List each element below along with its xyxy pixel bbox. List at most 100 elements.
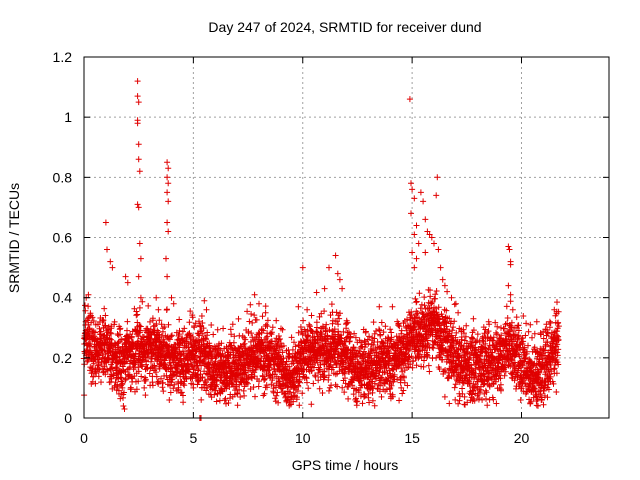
data-point bbox=[407, 361, 414, 368]
data-point bbox=[108, 330, 115, 337]
data-point bbox=[525, 328, 532, 335]
data-point bbox=[134, 311, 141, 318]
data-point bbox=[87, 312, 94, 319]
data-point bbox=[328, 301, 335, 308]
data-point bbox=[242, 336, 249, 343]
data-point bbox=[439, 356, 446, 363]
data-point bbox=[273, 317, 280, 324]
data-point bbox=[166, 336, 173, 343]
data-point bbox=[168, 333, 175, 340]
data-point bbox=[378, 393, 385, 400]
data-point bbox=[129, 378, 136, 385]
data-point bbox=[118, 336, 125, 343]
x-tick-label: 15 bbox=[404, 430, 420, 446]
data-point bbox=[149, 382, 156, 389]
data-point bbox=[406, 96, 413, 103]
data-point bbox=[194, 381, 201, 388]
data-point bbox=[171, 381, 178, 388]
data-point bbox=[240, 387, 247, 394]
data-point bbox=[555, 361, 562, 368]
data-point bbox=[137, 255, 144, 262]
data-point bbox=[321, 285, 328, 292]
data-point bbox=[439, 276, 446, 283]
data-point bbox=[259, 372, 266, 379]
data-point bbox=[112, 350, 119, 357]
data-point bbox=[435, 304, 442, 311]
data-point bbox=[300, 317, 307, 324]
y-tick-label: 0.2 bbox=[53, 350, 73, 366]
data-point bbox=[460, 380, 467, 387]
data-point bbox=[102, 312, 109, 319]
data-point bbox=[503, 303, 510, 310]
data-point bbox=[485, 318, 492, 325]
data-point bbox=[449, 327, 456, 334]
data-point bbox=[452, 396, 459, 403]
data-point bbox=[544, 394, 551, 401]
data-point bbox=[279, 349, 286, 356]
data-point bbox=[86, 343, 93, 350]
data-point bbox=[380, 329, 387, 336]
data-point bbox=[135, 99, 142, 106]
data-point bbox=[128, 386, 135, 393]
data-point bbox=[525, 342, 531, 349]
data-point bbox=[341, 389, 348, 396]
data-point bbox=[538, 396, 545, 403]
data-point bbox=[433, 192, 440, 199]
data-point bbox=[492, 319, 499, 326]
data-point bbox=[178, 336, 185, 343]
data-point bbox=[332, 252, 339, 259]
data-point bbox=[203, 336, 210, 343]
data-point bbox=[321, 374, 328, 381]
data-point bbox=[313, 319, 320, 326]
data-point bbox=[479, 337, 486, 344]
data-point bbox=[413, 255, 420, 262]
data-point bbox=[134, 120, 141, 127]
data-point bbox=[413, 298, 420, 305]
data-point bbox=[376, 327, 383, 334]
data-point bbox=[248, 311, 255, 317]
data-point bbox=[141, 384, 148, 391]
data-point bbox=[418, 301, 425, 308]
data-point bbox=[196, 318, 202, 325]
data-point bbox=[340, 328, 347, 335]
data-point bbox=[180, 392, 186, 399]
data-point bbox=[365, 390, 372, 397]
data-point bbox=[398, 327, 405, 334]
data-point bbox=[452, 381, 459, 388]
data-point bbox=[332, 381, 339, 388]
data-point bbox=[325, 376, 332, 383]
data-point bbox=[434, 311, 441, 318]
data-point bbox=[424, 326, 430, 333]
data-point bbox=[531, 344, 538, 351]
data-point bbox=[408, 353, 415, 360]
axis-ticks: 0 0.2 0.4 0.6 0.8 1 1.2 0 5 10 15 20 bbox=[53, 49, 609, 446]
data-point bbox=[293, 354, 300, 361]
data-point bbox=[167, 382, 173, 389]
data-point bbox=[501, 364, 508, 371]
data-point bbox=[335, 321, 342, 328]
data-point bbox=[322, 327, 329, 334]
data-point bbox=[251, 291, 258, 298]
data-point bbox=[121, 406, 128, 412]
data-point bbox=[166, 397, 173, 403]
data-point bbox=[273, 384, 279, 391]
data-point bbox=[169, 376, 176, 383]
data-point bbox=[136, 168, 143, 175]
data-point bbox=[494, 323, 501, 330]
data-point bbox=[396, 323, 403, 330]
data-point bbox=[349, 382, 356, 389]
data-point bbox=[247, 301, 254, 308]
data-point bbox=[482, 326, 489, 333]
data-point bbox=[436, 366, 443, 372]
data-point bbox=[195, 366, 202, 373]
data-point bbox=[471, 397, 478, 404]
data-point bbox=[176, 316, 183, 323]
data-point bbox=[117, 325, 124, 332]
data-point bbox=[310, 380, 317, 387]
data-point bbox=[173, 387, 180, 394]
data-point bbox=[181, 325, 188, 332]
data-point bbox=[251, 312, 258, 319]
data-point bbox=[485, 328, 492, 335]
data-point bbox=[234, 390, 241, 397]
data-point bbox=[275, 378, 282, 385]
